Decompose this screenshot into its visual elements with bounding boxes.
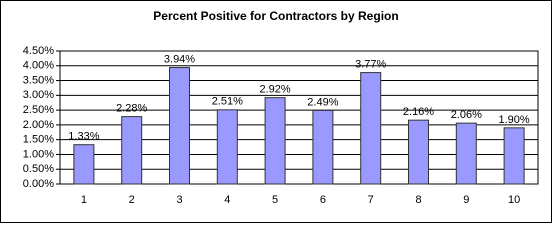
value-label: 2.06% [451, 109, 482, 121]
x-tick-label: 5 [272, 194, 278, 206]
chart: Percent Positive for Contractors by Regi… [0, 0, 552, 223]
bar [312, 109, 334, 185]
value-label: 3.94% [164, 53, 195, 65]
bar [264, 97, 286, 185]
x-tick-label: 6 [320, 194, 326, 206]
y-tick-label: 2.00% [23, 119, 54, 131]
y-tick-label: 3.00% [23, 89, 54, 101]
y-tick-label: 2.50% [23, 104, 54, 116]
x-tick-label: 1 [81, 194, 87, 206]
x-tick-label: 2 [129, 194, 135, 206]
value-label: 3.77% [355, 58, 386, 70]
x-tick-label: 8 [415, 194, 421, 206]
x-tick-label: 4 [224, 194, 230, 206]
y-tick-label: 4.00% [23, 60, 54, 72]
bar [503, 127, 525, 185]
bar [73, 144, 95, 185]
x-tick-label: 10 [508, 194, 520, 206]
bar [408, 119, 429, 185]
x-tick-label: 3 [176, 194, 182, 206]
y-tick-label: 4.50% [23, 45, 54, 57]
value-label: 2.49% [307, 96, 338, 108]
bar [169, 67, 190, 185]
value-label: 2.16% [403, 106, 434, 118]
value-label: 1.33% [68, 131, 99, 143]
x-tick-label: 9 [463, 194, 469, 206]
value-label: 1.90% [498, 114, 529, 126]
y-tick-label: 1.00% [23, 148, 54, 160]
y-tick-label: 0.00% [23, 178, 54, 190]
y-tick-label: 0.50% [23, 163, 54, 175]
bar [121, 116, 143, 185]
y-tick-label: 1.50% [23, 134, 54, 146]
chart-title: Percent Positive for Contractors by Regi… [153, 9, 398, 23]
x-tick-label: 7 [368, 194, 374, 206]
value-label: 2.92% [259, 84, 290, 96]
y-tick-label: 3.50% [23, 74, 54, 86]
bar [216, 109, 238, 185]
value-label: 2.51% [212, 96, 243, 108]
value-label: 2.28% [116, 103, 147, 115]
bar [455, 122, 477, 185]
bar [360, 72, 382, 185]
